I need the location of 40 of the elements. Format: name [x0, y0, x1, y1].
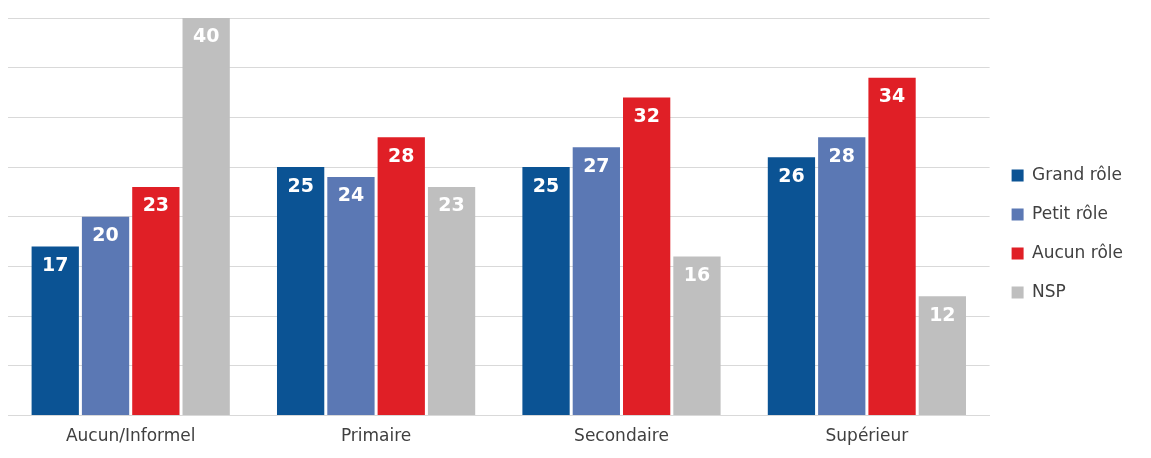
data-label: 34 [878, 84, 906, 107]
bar [81, 216, 130, 416]
legend-label: Petit rôle [1032, 202, 1108, 223]
data-label: 23 [142, 193, 170, 216]
bar [522, 167, 570, 416]
bar [182, 18, 230, 416]
bar [572, 147, 620, 416]
data-label: 16 [683, 263, 711, 285]
data-label: 40 [192, 24, 220, 47]
bar [767, 157, 816, 416]
x-tick-label: Primaire [340, 425, 412, 446]
data-label: 26 [778, 163, 805, 186]
bar [918, 296, 966, 416]
x-tick-label: Secondaire [574, 425, 669, 446]
data-label: 32 [633, 103, 660, 126]
data-label: 17 [42, 253, 69, 276]
bar [31, 246, 79, 416]
legend-label: Grand rôle [1032, 163, 1122, 184]
bar [377, 137, 425, 416]
data-label: 28 [388, 143, 415, 166]
data-label: 12 [929, 302, 956, 325]
legend-label: NSP [1032, 280, 1066, 301]
bar [818, 137, 866, 416]
bar [623, 97, 671, 416]
bar [277, 167, 325, 416]
x-tick-label: Aucun/Informel [65, 425, 196, 446]
data-label: 23 [438, 193, 465, 216]
bar [427, 186, 476, 416]
data-label: 25 [287, 173, 314, 196]
x-tick-label: Supérieur [825, 425, 909, 446]
legend-label: Aucun rôle [1032, 241, 1123, 262]
data-label: 27 [583, 153, 610, 176]
data-label: 28 [828, 143, 855, 166]
data-label: 24 [337, 183, 365, 206]
data-label: 25 [532, 173, 560, 196]
bar [673, 256, 721, 416]
data-label: 20 [92, 223, 119, 246]
bar [868, 77, 916, 416]
bar [132, 186, 180, 416]
bar [327, 177, 375, 416]
